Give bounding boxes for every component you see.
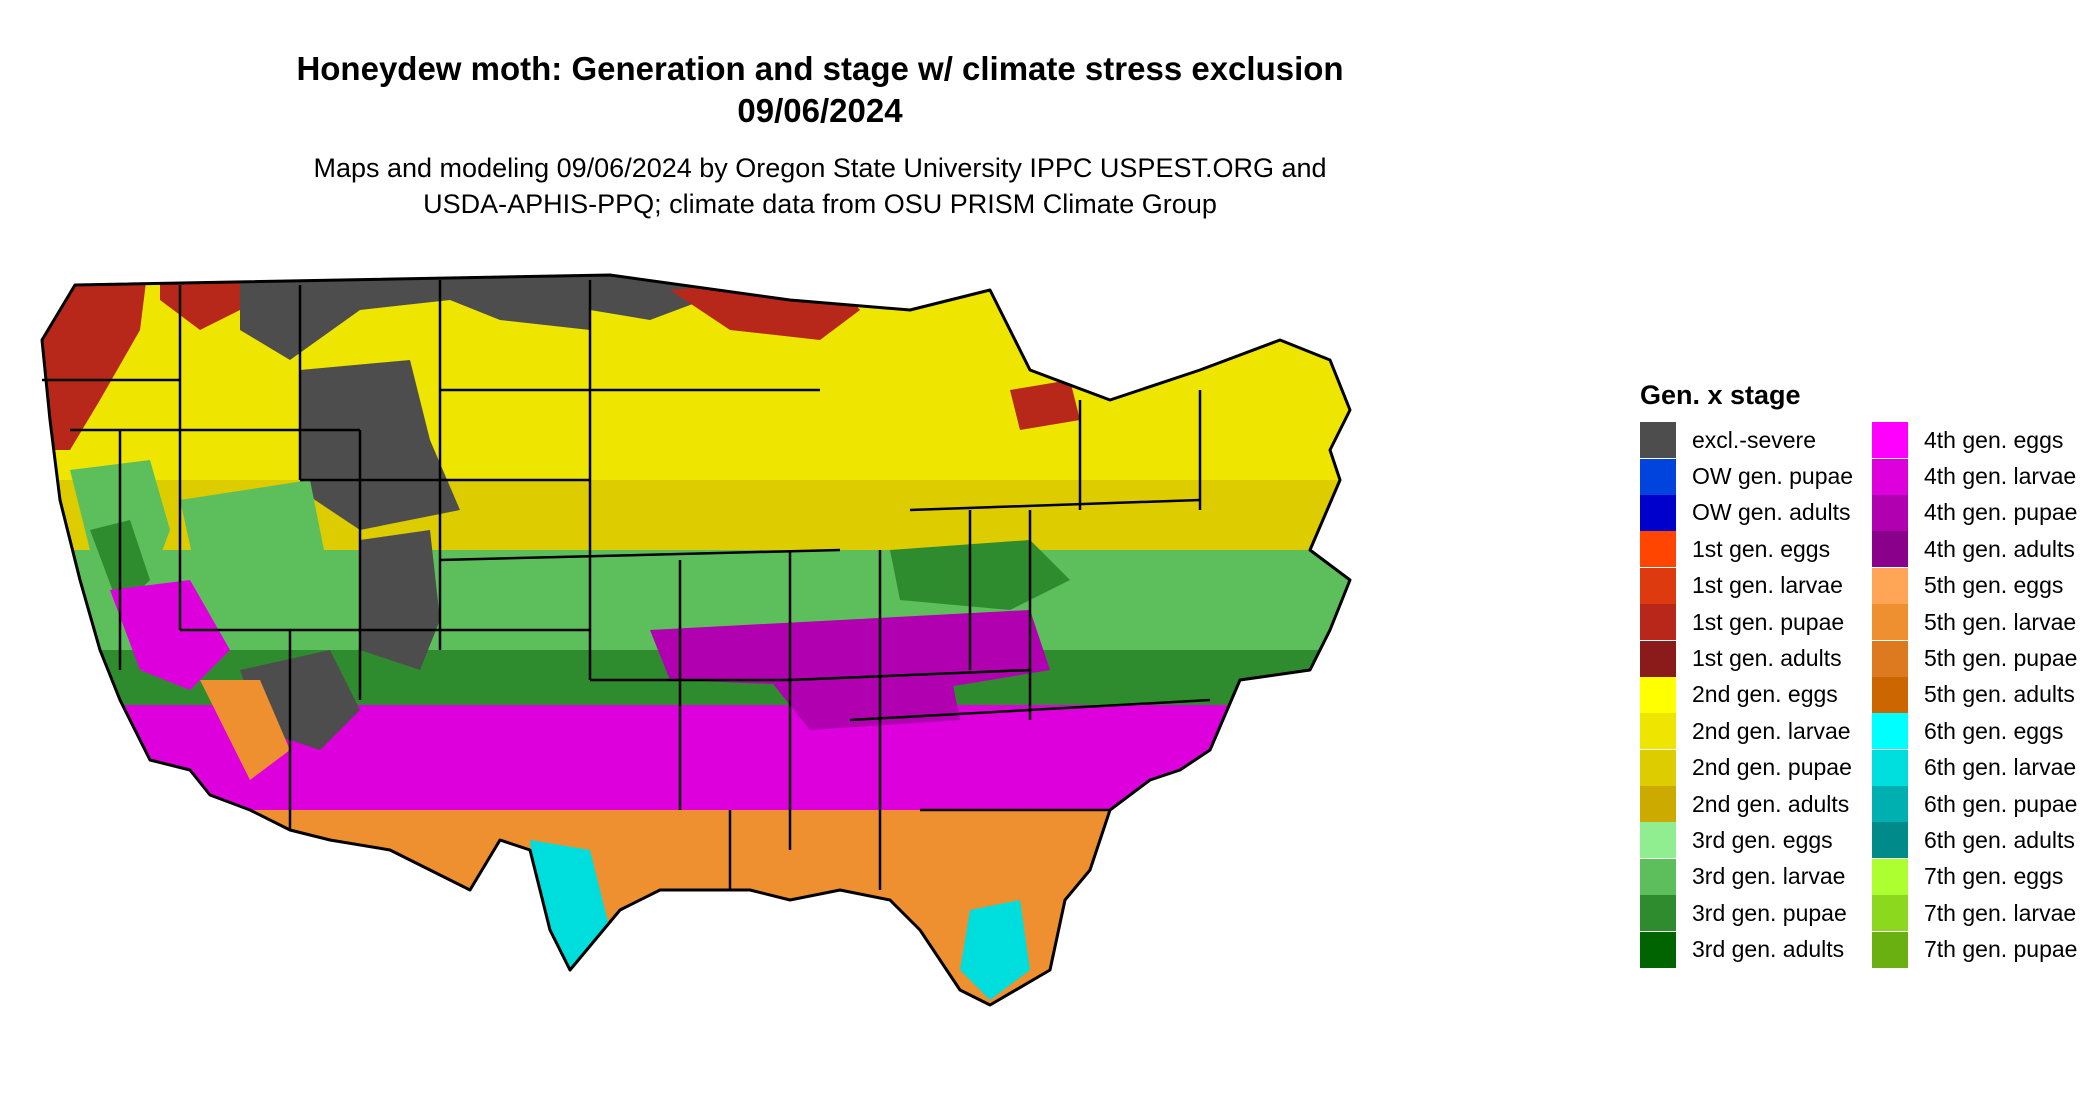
legend-item: 1st gen. adults <box>1640 640 1853 677</box>
legend-item: 7th gen. eggs <box>1872 858 2077 895</box>
legend-item: 3rd gen. eggs <box>1640 822 1853 859</box>
legend-label: 5th gen. pupae <box>1924 645 2078 672</box>
legend-swatch <box>1872 858 1908 895</box>
legend-swatch <box>1872 822 1908 859</box>
legend-item: 1st gen. pupae <box>1640 604 1853 641</box>
legend-swatch <box>1872 931 1908 968</box>
legend-label: 4th gen. pupae <box>1924 499 2078 526</box>
legend-label: 7th gen. eggs <box>1924 863 2064 890</box>
legend-label: OW gen. adults <box>1692 499 1851 526</box>
legend-label: 2nd gen. eggs <box>1692 681 1838 708</box>
legend-swatch <box>1872 604 1908 641</box>
legend-item: 4th gen. pupae <box>1872 494 2078 531</box>
legend-label: OW gen. pupae <box>1692 463 1854 490</box>
legend-item: 2nd gen. pupae <box>1640 749 1853 786</box>
legend-column-1: excl.-severe OW gen. pupae OW gen. adults 1… <box>1640 422 1853 968</box>
legend-label: 3rd gen. pupae <box>1692 899 1847 926</box>
legend-swatch <box>1640 567 1676 604</box>
legend-label: 2nd gen. pupae <box>1692 754 1852 781</box>
legend-title: Gen. x stage <box>1640 380 1801 410</box>
legend-item: 6th gen. adults <box>1872 822 2077 859</box>
legend-swatch <box>1872 713 1908 750</box>
map-date: 09/06/2024 <box>737 92 903 129</box>
legend-swatch <box>1872 786 1908 823</box>
legend-swatch <box>1640 713 1676 750</box>
legend-swatch <box>1872 422 1908 459</box>
legend-label: excl.-severe <box>1692 426 1816 453</box>
state-borders <box>42 280 1211 890</box>
legend-swatch <box>1640 458 1676 495</box>
legend-swatch <box>1872 567 1908 604</box>
legend-item: 7th gen. pupae <box>1872 931 2078 968</box>
legend-label: 1st gen. pupae <box>1692 608 1845 635</box>
legend-item: 3rd gen. larvae <box>1640 858 1853 895</box>
legend-label: 1st gen. larvae <box>1692 572 1843 599</box>
legend-item: 4th gen. larvae <box>1872 458 2077 495</box>
legend-item: 5th gen. pupae <box>1872 640 2078 677</box>
legend-item: 5th gen. adults <box>1872 676 2077 713</box>
legend-swatch <box>1640 640 1676 677</box>
legend-label: 5th gen. adults <box>1924 681 2075 708</box>
legend-label: 1st gen. adults <box>1692 645 1842 672</box>
legend-item: 6th gen. larvae <box>1872 749 2077 786</box>
legend-label: 1st gen. eggs <box>1692 535 1831 562</box>
legend-swatch <box>1872 531 1908 568</box>
legend-swatch <box>1640 822 1676 859</box>
legend-swatch <box>1640 895 1676 932</box>
legend-item: 6th gen. pupae <box>1872 786 2078 823</box>
legend-label: 7th gen. larvae <box>1924 899 2077 926</box>
legend-label: 5th gen. larvae <box>1924 608 2077 635</box>
legend-label: 4th gen. eggs <box>1924 426 2064 453</box>
legend-item: OW gen. pupae <box>1640 458 1854 495</box>
legend-swatch <box>1872 895 1908 932</box>
legend-label: 4th gen. adults <box>1924 535 2075 562</box>
legend-swatch <box>1872 640 1908 677</box>
legend-item: 3rd gen. adults <box>1640 931 1853 968</box>
legend-label: 3rd gen. eggs <box>1692 826 1833 853</box>
legend-label: 2nd gen. adults <box>1692 790 1850 817</box>
legend-label: 5th gen. eggs <box>1924 572 2064 599</box>
legend-label: 3rd gen. adults <box>1692 936 1845 963</box>
legend-swatch <box>1872 749 1908 786</box>
legend-item: 1st gen. larvae <box>1640 567 1853 604</box>
legend-swatch <box>1872 458 1908 495</box>
legend-swatch <box>1640 422 1676 459</box>
legend-label: 6th gen. adults <box>1924 826 2075 853</box>
legend-item: 2nd gen. adults <box>1640 786 1853 823</box>
legend-item: 3rd gen. pupae <box>1640 895 1853 932</box>
legend-item: 4th gen. adults <box>1872 531 2077 568</box>
legend-label: 7th gen. pupae <box>1924 936 2078 963</box>
legend-swatch <box>1640 604 1676 641</box>
legend-swatch <box>1640 786 1676 823</box>
legend-item: 1st gen. eggs <box>1640 531 1853 568</box>
legend-label: 4th gen. larvae <box>1924 463 2077 490</box>
legend-label: 2nd gen. larvae <box>1692 717 1851 744</box>
legend-swatch <box>1640 931 1676 968</box>
legend-item: 2nd gen. larvae <box>1640 713 1853 750</box>
legend-swatch <box>1872 676 1908 713</box>
legend-swatch <box>1640 858 1676 895</box>
legend-label: 3rd gen. larvae <box>1692 863 1846 890</box>
us-stage-map <box>40 273 1352 1007</box>
map-credit-line-2: USDA-APHIS-PPQ; climate data from OSU PR… <box>423 189 1217 219</box>
map-credit-line-1: Maps and modeling 09/06/2024 by Oregon S… <box>313 153 1327 183</box>
legend-item: 4th gen. eggs <box>1872 422 2077 459</box>
legend-item: 7th gen. larvae <box>1872 895 2077 932</box>
legend-column-2: 4th gen. eggs 4th gen. larvae 4th gen. pup… <box>1872 422 2077 968</box>
legend-swatch <box>1640 494 1676 531</box>
legend-swatch <box>1640 676 1676 713</box>
legend-item: 5th gen. eggs <box>1872 567 2077 604</box>
legend-swatch <box>1640 749 1676 786</box>
legend-label: 6th gen. eggs <box>1924 717 2064 744</box>
legend-swatch <box>1640 531 1676 568</box>
legend-label: 6th gen. pupae <box>1924 790 2078 817</box>
legend-item: 2nd gen. eggs <box>1640 676 1853 713</box>
legend-swatch <box>1872 494 1908 531</box>
legend-item: 5th gen. larvae <box>1872 604 2077 641</box>
legend-item: OW gen. adults <box>1640 494 1853 531</box>
legend-label: 6th gen. larvae <box>1924 754 2077 781</box>
legend-item: excl.-severe <box>1640 422 1853 459</box>
legend-item: 6th gen. eggs <box>1872 713 2077 750</box>
map-title: Honeydew moth: Generation and stage w/ c… <box>296 50 1344 87</box>
